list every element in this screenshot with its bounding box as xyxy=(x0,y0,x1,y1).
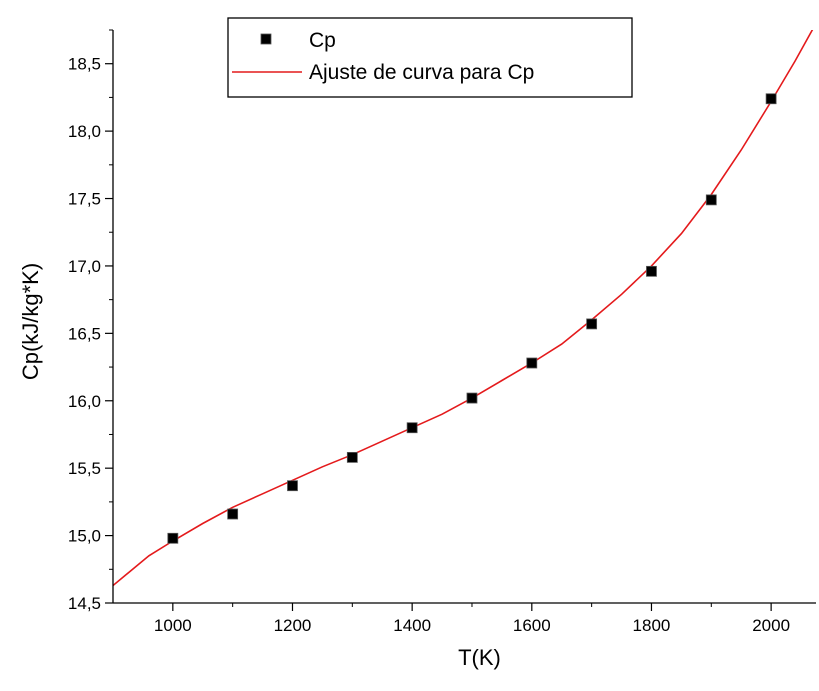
y-axis-title: Cp(kJ/kg*K) xyxy=(18,263,43,380)
y-tick-label: 15,0 xyxy=(68,527,101,546)
legend-box xyxy=(227,17,633,98)
cp-data-point xyxy=(167,532,179,544)
cp-data-point xyxy=(646,265,657,277)
cp-data-point xyxy=(526,357,538,369)
y-tick-label: 15,5 xyxy=(68,459,101,478)
y-tick-label: 16,0 xyxy=(68,392,101,411)
cp-data-point xyxy=(406,422,418,434)
x-tick-label: 1400 xyxy=(393,616,431,635)
y-tick-label: 17,5 xyxy=(68,190,101,209)
y-tick-label: 16,5 xyxy=(68,324,101,343)
fit-curve-line xyxy=(113,30,814,587)
legend: Cp Ajuste de curva para Cp xyxy=(227,17,633,98)
y-tick-label: 18,5 xyxy=(68,55,101,74)
x-tick-label: 1800 xyxy=(633,616,671,635)
cp-data-point xyxy=(765,93,777,105)
cp-data-point xyxy=(227,508,239,520)
x-axis-title: T(K) xyxy=(458,645,501,670)
cp-data-point xyxy=(586,318,598,330)
y-tick-label: 17,0 xyxy=(68,257,101,276)
x-tick-label: 1200 xyxy=(274,616,312,635)
cp-data-point xyxy=(705,194,717,206)
x-tick-label: 1600 xyxy=(513,616,551,635)
cp-data-point xyxy=(287,480,298,492)
x-tick-label: 1000 xyxy=(154,616,192,635)
x-tick-label: 2000 xyxy=(752,616,790,635)
y-tick-label: 14,5 xyxy=(68,594,101,613)
plot-area xyxy=(113,30,814,587)
legend-marker-cp xyxy=(260,33,272,45)
cp-data-point xyxy=(346,451,358,463)
legend-label-fit: Ajuste de curva para Cp xyxy=(309,61,534,84)
y-tick-label: 18,0 xyxy=(68,122,101,141)
legend-label-cp: Cp xyxy=(309,29,336,52)
cp-data-point xyxy=(466,392,478,404)
